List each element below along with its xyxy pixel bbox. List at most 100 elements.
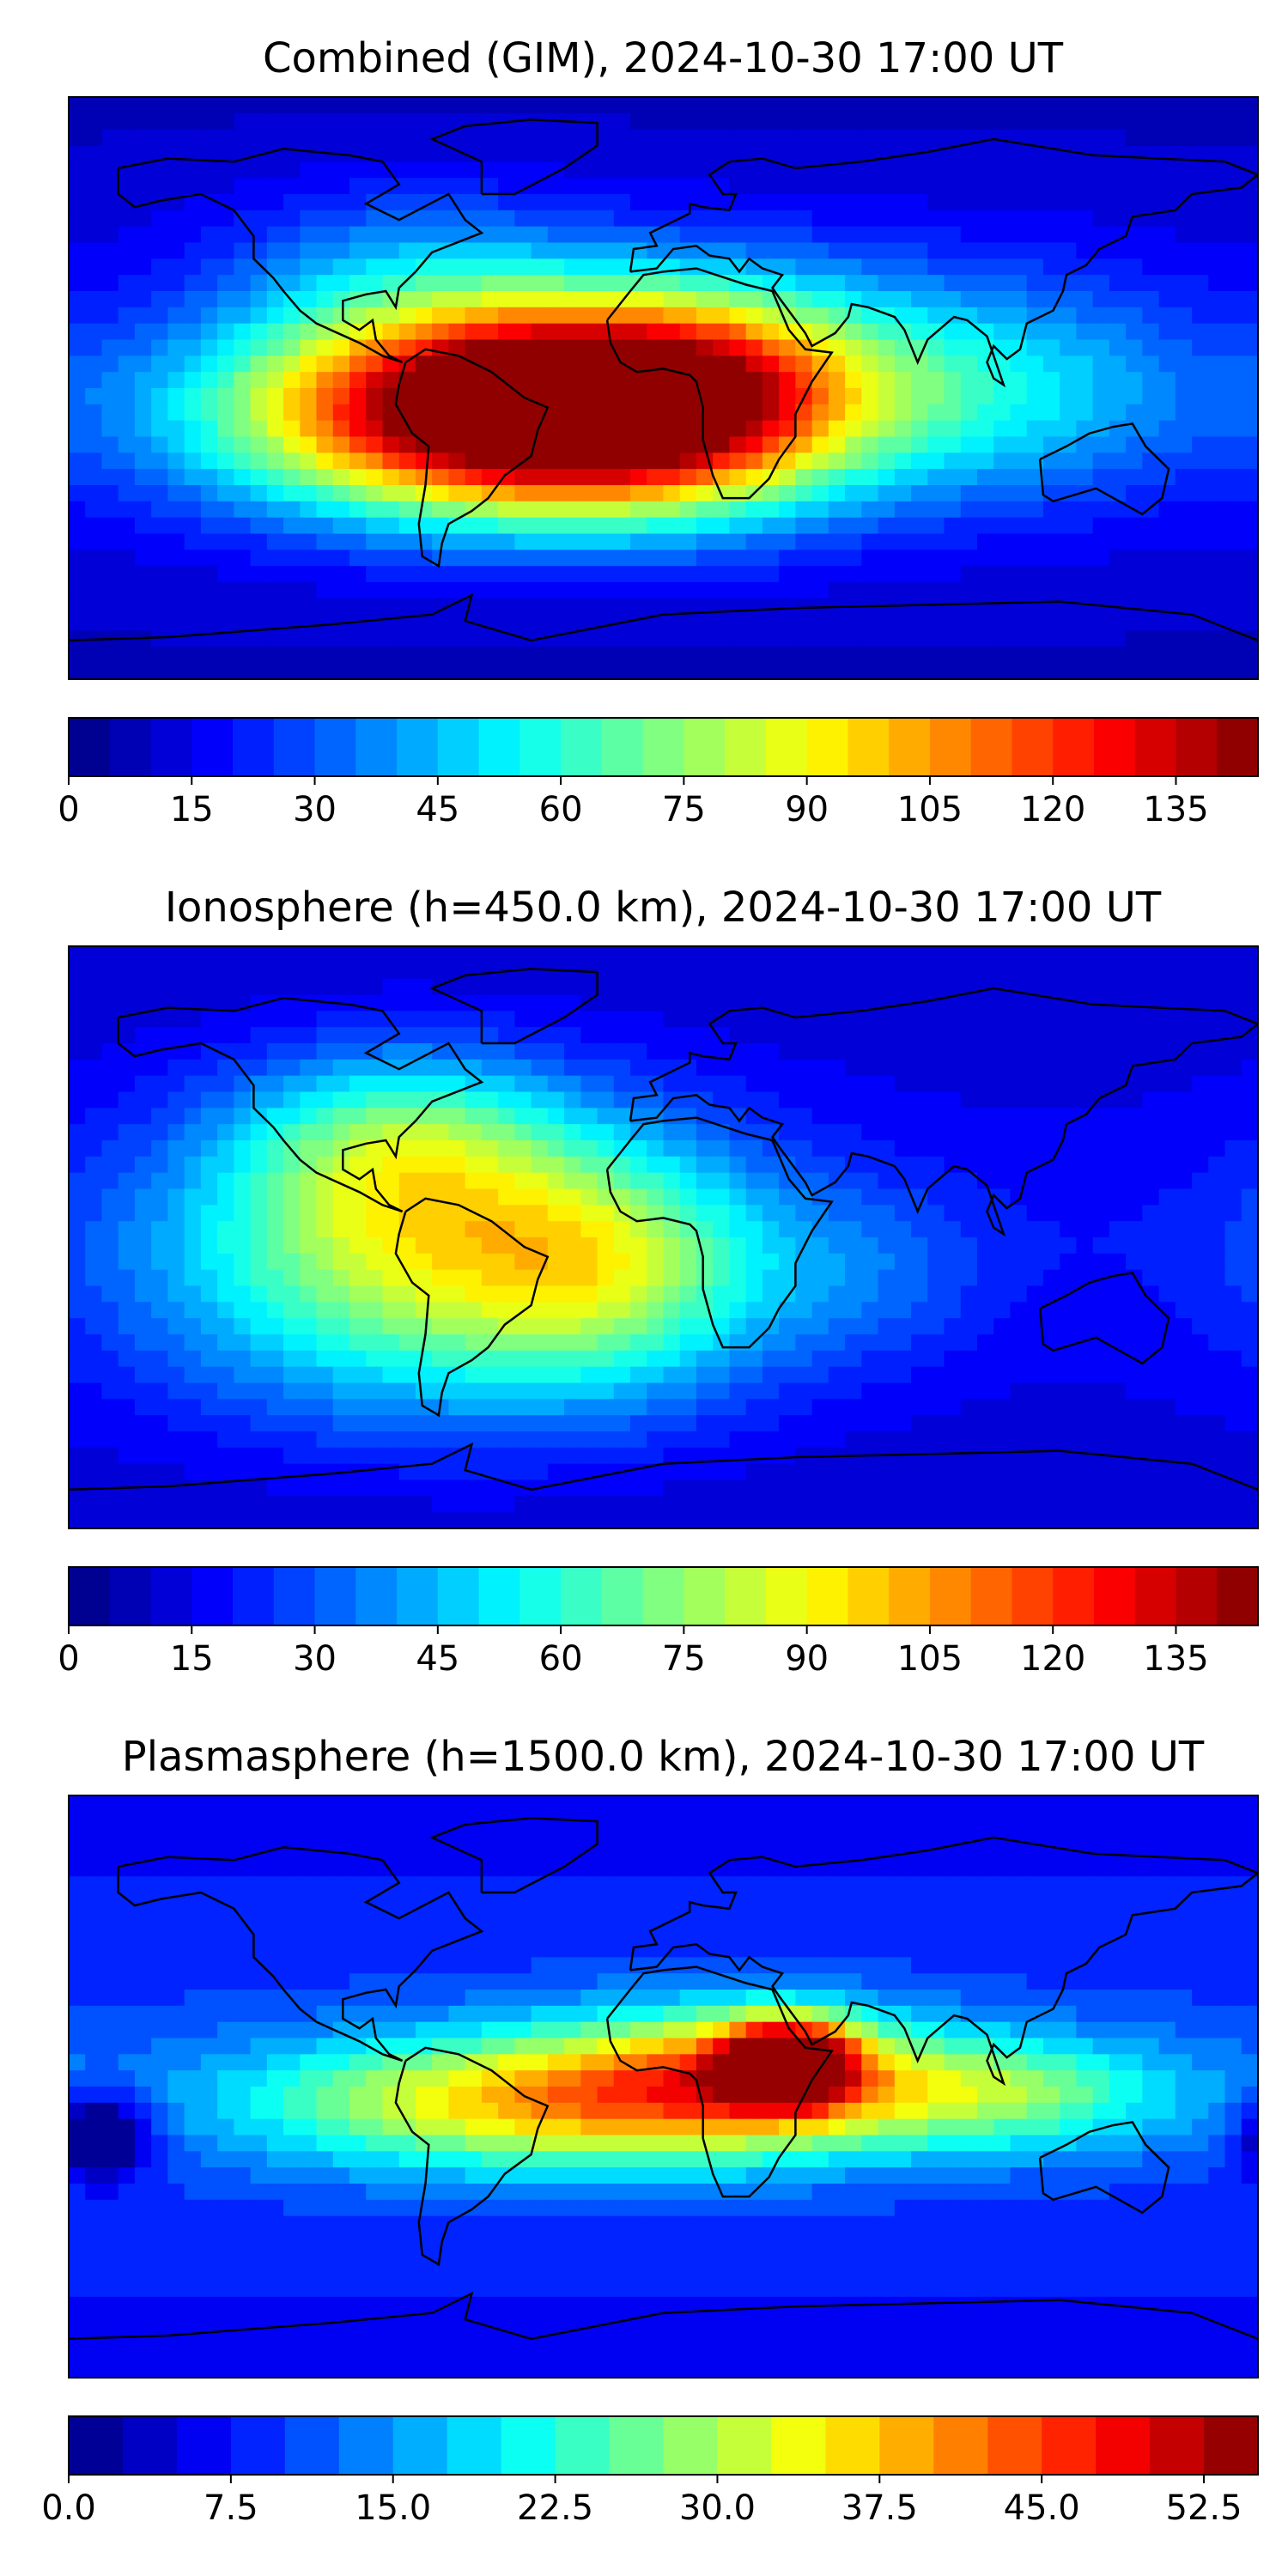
heatmap-cell (332, 663, 350, 679)
heatmap-cell (1142, 145, 1160, 162)
heatmap-cell (69, 1124, 86, 1141)
heatmap-cell (349, 1399, 367, 1416)
heatmap-cell (1224, 582, 1242, 599)
heatmap-cell (217, 1463, 234, 1481)
heatmap-cell (1060, 291, 1078, 308)
heatmap-cell (845, 1091, 862, 1109)
heatmap-cell (151, 1463, 169, 1481)
heatmap-cell (85, 566, 103, 583)
heatmap-cell (332, 946, 350, 963)
heatmap-cell (811, 1075, 829, 1093)
heatmap-cell (382, 501, 400, 519)
heatmap-cell (663, 1075, 681, 1093)
heatmap-cell (366, 1205, 384, 1222)
heatmap-cell (927, 1334, 945, 1352)
heatmap-cell (332, 1059, 350, 1077)
heatmap-cell (167, 1027, 185, 1044)
heatmap-cell (1126, 129, 1143, 147)
heatmap-cell (976, 1253, 994, 1271)
heatmap-cell (1208, 550, 1226, 567)
heatmap-cell (564, 1399, 581, 1416)
heatmap-cell (366, 97, 384, 114)
heatmap-cell (101, 404, 119, 422)
heatmap-cell (845, 1140, 862, 1157)
heatmap-cell (266, 614, 284, 632)
heatmap-cell (134, 1366, 152, 1384)
heatmap-cell (349, 258, 367, 276)
heatmap-cell (1060, 1043, 1078, 1060)
heatmap-cell (679, 1285, 697, 1303)
heatmap-cell (1060, 501, 1078, 519)
heatmap-cell (894, 453, 912, 470)
heatmap-cell (266, 1108, 284, 1125)
heatmap-cell (1224, 1269, 1242, 1287)
panel-combined: Combined (GIM), 2024-10-30 17:00 UT 0 15 3… (58, 34, 1259, 829)
heatmap-cell (366, 517, 384, 535)
heatmap-cell (696, 1140, 714, 1157)
heatmap-cell (547, 307, 565, 325)
heatmap-cell (647, 291, 665, 308)
heatmap-cell (613, 145, 631, 162)
heatmap-cell (976, 1447, 994, 1465)
heatmap-cell (465, 339, 483, 356)
heatmap-cell (1142, 1188, 1160, 1206)
heatmap-cell (762, 1253, 780, 1271)
heatmap-cell (1224, 630, 1242, 647)
heatmap-cell (613, 178, 631, 195)
heatmap-cell (448, 1447, 466, 1465)
heatmap-cell (118, 453, 136, 470)
heatmap-cell (448, 1302, 466, 1319)
heatmap-cell (101, 129, 119, 147)
heatmap-cell (1076, 1382, 1094, 1400)
heatmap-cell (250, 307, 268, 325)
heatmap-cell (1010, 501, 1028, 519)
heatmap-cell (745, 1221, 763, 1238)
heatmap-cell (1109, 663, 1127, 679)
heatmap-cell (779, 1269, 796, 1287)
heatmap-cell (1208, 420, 1226, 438)
heatmap-cell (250, 1318, 268, 1335)
heatmap-cell (647, 226, 665, 244)
heatmap-cell (481, 242, 499, 259)
heatmap-cell (679, 1221, 697, 1238)
heatmap-cell (696, 372, 714, 389)
heatmap-cell (663, 1302, 681, 1319)
heatmap-cell (1241, 1205, 1258, 1222)
heatmap-cell (167, 339, 185, 356)
heatmap-cell (1010, 550, 1028, 567)
heatmap-cell (1026, 566, 1044, 583)
heatmap-cell (1109, 145, 1127, 162)
heatmap-cell (234, 1172, 252, 1190)
heatmap-cell (498, 1140, 515, 1157)
heatmap-cell (1126, 1447, 1143, 1465)
heatmap-cell (630, 1059, 647, 1077)
heatmap-cell (944, 1302, 962, 1319)
heatmap-cell (316, 1059, 334, 1077)
heatmap-cell (878, 355, 896, 373)
heatmap-cell (1076, 1399, 1094, 1416)
heatmap-cell (134, 388, 152, 405)
heatmap-cell (200, 1399, 218, 1416)
heatmap-cell (927, 453, 945, 470)
heatmap-cell (85, 1205, 103, 1222)
heatmap-cell (927, 1011, 945, 1028)
heatmap-cell (613, 1382, 631, 1400)
heatmap-cell (845, 1237, 862, 1255)
heatmap-cell (547, 1027, 565, 1044)
heatmap-cell (432, 1011, 450, 1028)
heatmap-cell (630, 210, 647, 228)
heatmap-cell (729, 210, 747, 228)
heatmap-cell (745, 469, 763, 486)
heatmap-cell (283, 339, 301, 356)
heatmap-cell (1060, 1140, 1078, 1157)
heatmap-cell (250, 210, 268, 228)
heatmap-cell (696, 339, 714, 356)
heatmap-cell (1092, 1205, 1110, 1222)
heatmap-cell (498, 1253, 515, 1271)
heatmap-cell (332, 307, 350, 325)
heatmap-cell (597, 112, 615, 131)
heatmap-cell (266, 226, 284, 244)
heatmap-cell (382, 307, 400, 325)
heatmap-cell (234, 323, 252, 341)
heatmap-cell (647, 112, 665, 131)
